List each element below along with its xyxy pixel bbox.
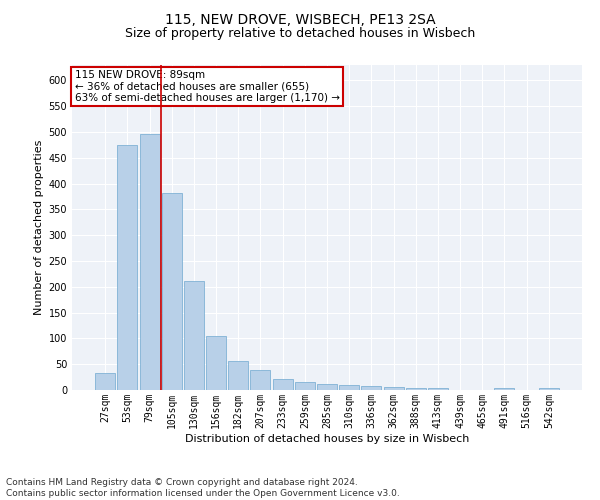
Y-axis label: Number of detached properties: Number of detached properties xyxy=(34,140,44,315)
Bar xyxy=(162,194,182,390)
Text: 115, NEW DROVE, WISBECH, PE13 2SA: 115, NEW DROVE, WISBECH, PE13 2SA xyxy=(164,12,436,26)
Bar xyxy=(184,281,204,390)
Bar xyxy=(428,388,448,390)
Text: Contains HM Land Registry data © Crown copyright and database right 2024.
Contai: Contains HM Land Registry data © Crown c… xyxy=(6,478,400,498)
Bar xyxy=(539,388,559,390)
Bar xyxy=(339,385,359,390)
Bar xyxy=(295,382,315,390)
Bar xyxy=(272,379,293,390)
Bar xyxy=(494,388,514,390)
Bar xyxy=(406,388,426,390)
Bar xyxy=(383,388,404,390)
Bar xyxy=(118,145,137,390)
Bar xyxy=(206,336,226,390)
Bar xyxy=(250,370,271,390)
Text: 115 NEW DROVE: 89sqm
← 36% of detached houses are smaller (655)
63% of semi-deta: 115 NEW DROVE: 89sqm ← 36% of detached h… xyxy=(74,70,340,103)
Text: Size of property relative to detached houses in Wisbech: Size of property relative to detached ho… xyxy=(125,28,475,40)
Bar xyxy=(317,384,337,390)
Bar xyxy=(228,360,248,390)
X-axis label: Distribution of detached houses by size in Wisbech: Distribution of detached houses by size … xyxy=(185,434,469,444)
Bar xyxy=(140,134,160,390)
Bar xyxy=(95,374,115,390)
Bar xyxy=(361,386,382,390)
